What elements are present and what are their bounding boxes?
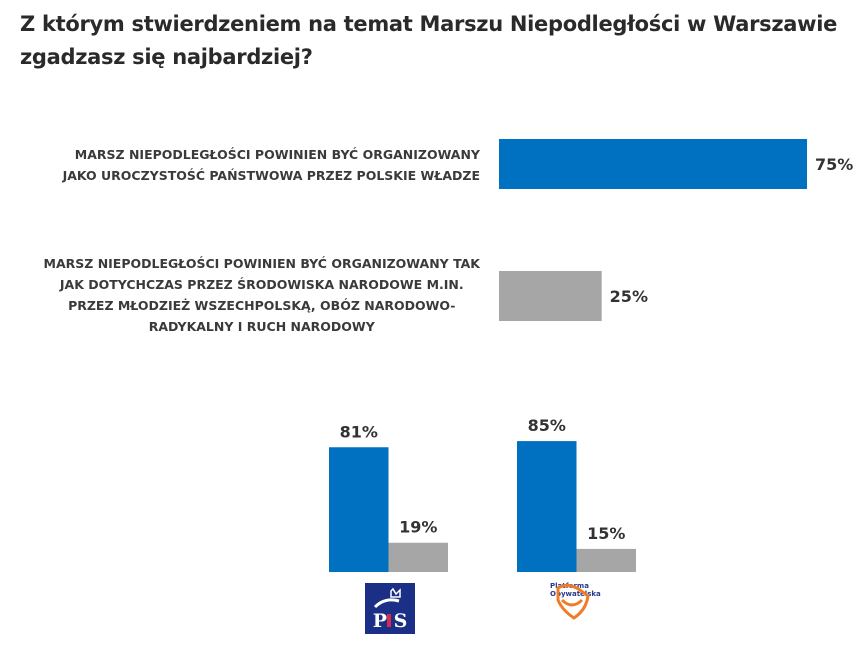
value-label-1-0: 85% [528,416,566,435]
value-label-2: 25% [610,287,648,306]
value-label-1: 75% [815,155,853,174]
po-logo-graphic [556,583,590,620]
chart-title: Z którym stwierdzeniem na temat Marszu N… [20,8,837,74]
po-logo: Platforma Obywatelska [548,582,601,642]
pis-logo-graphic: P S [373,587,407,632]
category-label-2-line: RADYKALNY I RUCH NARODOWY [148,319,375,334]
bar-1-1 [576,548,636,572]
category-label-2-line: MARSZ NIEPODLEGŁOŚCI POWINIEN BYĆ ORGANI… [43,256,480,271]
pis-logo: P S [365,583,415,634]
category-label-1: MARSZ NIEPODLEGŁOŚCI POWINIEN BYĆ ORGANI… [63,144,480,186]
category-label-1-line: MARSZ NIEPODLEGŁOŚCI POWINIEN BYĆ ORGANI… [74,147,480,162]
bar-0-1 [388,542,448,572]
bar-1 [499,139,808,189]
title-line-1: Z którym stwierdzeniem na temat Marszu N… [20,12,838,36]
bar-1-0 [517,441,577,572]
value-label-1-1: 15% [587,524,625,543]
category-label-1-line: JAKO UROCZYSTOŚĆ PAŃSTWOWA PRZEZ POLSKIE… [62,168,480,183]
po-logo-line: Obywatelska [550,590,601,598]
bar-2 [499,271,602,321]
category-label-2: MARSZ NIEPODLEGŁOŚCI POWINIEN BYĆ ORGANI… [44,253,480,337]
category-label-2-line: PRZEZ MŁODZIEŻ WSZECHPOLSKĄ, OBÓZ NARODO… [68,298,456,313]
title-line-2: zgadzasz się najbardziej? [20,45,313,69]
value-label-0-1: 19% [399,518,437,537]
bar-0-0 [329,447,389,572]
category-label-2-line: JAK DOTYCHCZAS PRZEZ ŚRODOWISKA NARODOWE… [59,277,464,292]
value-label-0-0: 81% [340,422,378,441]
